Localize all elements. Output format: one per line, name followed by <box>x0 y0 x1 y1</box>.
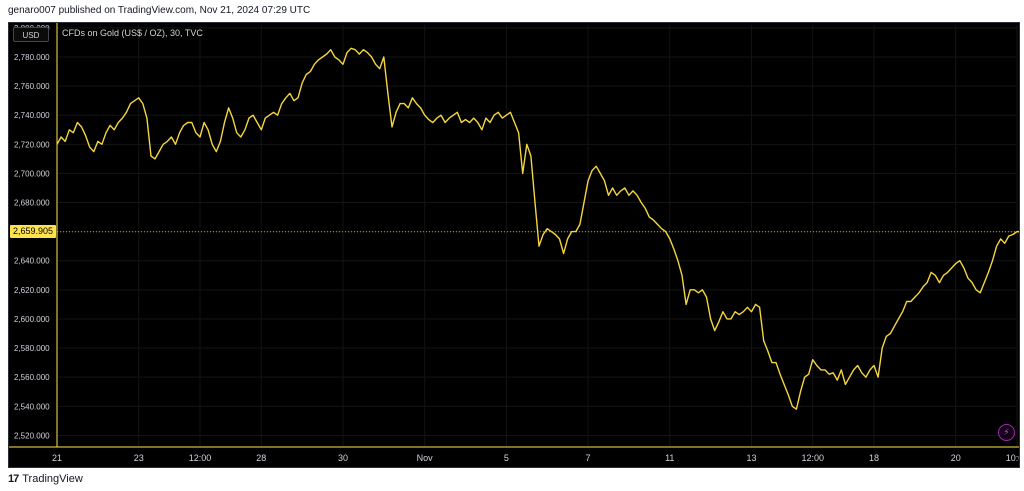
y-tick-label: 2,740.000 <box>14 111 50 120</box>
x-tick-label: 30 <box>338 453 348 463</box>
x-tick-label: 12:00 <box>801 453 824 463</box>
y-tick-label: 2,700.000 <box>14 169 50 178</box>
x-tick-label: 5 <box>504 453 509 463</box>
chart-panel[interactable]: 2,800.0002,780.0002,760.0002,740.0002,72… <box>8 22 1020 468</box>
x-tick-label: 11 <box>665 453 674 463</box>
y-tick-label: 2,680.000 <box>14 199 50 208</box>
y-tick-label: 2,720.000 <box>14 140 50 149</box>
x-tick-label: 21 <box>52 453 62 463</box>
x-tick-label: 18 <box>869 453 879 463</box>
last-price-tag: 2,659.905 <box>10 224 57 238</box>
y-tick-label: 2,560.000 <box>14 373 50 382</box>
lightning-icon[interactable]: ⚡ <box>998 424 1015 441</box>
y-tick-label: 2,580.000 <box>14 344 50 353</box>
y-tick-label: 2,520.000 <box>14 431 50 440</box>
price-series-line <box>56 47 1019 410</box>
x-tick-label: 13 <box>746 453 756 463</box>
price-chart[interactable]: 2,800.0002,780.0002,760.0002,740.0002,72… <box>9 23 1019 467</box>
y-tick-label: 2,540.000 <box>14 402 50 411</box>
published-by-caption: genaro007 published on TradingView.com, … <box>8 5 311 16</box>
x-tick-label: 28 <box>256 453 266 463</box>
x-tick-label: 20 <box>951 453 961 463</box>
tradingview-logo-icon: 17 <box>8 473 19 485</box>
x-tick-label: 7 <box>586 453 591 463</box>
tradingview-logo[interactable]: 17 TradingView <box>8 473 83 485</box>
x-tick-label: 23 <box>134 453 144 463</box>
symbol-title: CFDs on Gold (US$ / OZ), 30, TVC <box>62 28 203 38</box>
x-tick-label: 10:00 <box>1006 453 1019 463</box>
x-tick-label: 12:00 <box>189 453 212 463</box>
y-tick-label: 2,760.000 <box>14 82 50 91</box>
y-tick-label: 2,600.000 <box>14 315 50 324</box>
currency-button[interactable]: USD <box>13 27 49 42</box>
y-tick-label: 2,640.000 <box>14 257 50 266</box>
y-tick-label: 2,620.000 <box>14 286 50 295</box>
brand-name: TradingView <box>22 473 83 485</box>
y-tick-label: 2,780.000 <box>14 53 50 62</box>
x-tick-label: Nov <box>417 453 434 463</box>
